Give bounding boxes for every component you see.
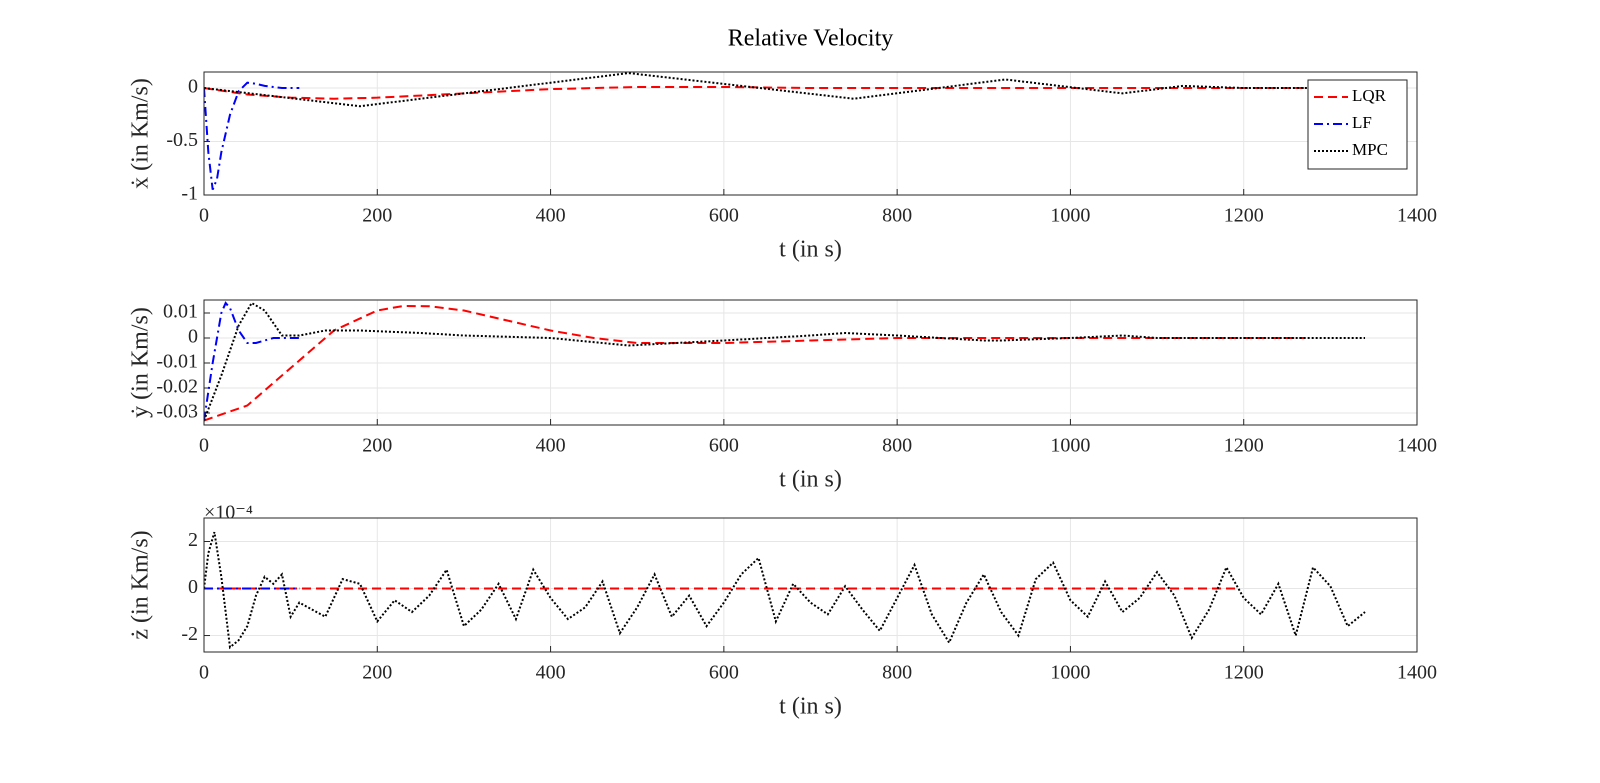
x-tick-label: 1000 xyxy=(1050,435,1090,457)
y-tick-label: -1 xyxy=(181,183,198,205)
y-tick-label: 0 xyxy=(188,576,198,598)
series-line xyxy=(204,531,1366,650)
x-tick-label: 800 xyxy=(882,435,912,457)
axes-frame xyxy=(203,299,1418,426)
x-tick-label: 600 xyxy=(709,435,739,457)
x-tick-label: 600 xyxy=(709,205,739,227)
x-tick-label: 600 xyxy=(709,662,739,684)
y-tick-label: -0.02 xyxy=(156,376,198,398)
y-tick-label: -2 xyxy=(181,623,198,645)
x-tick-label: 1400 xyxy=(1397,662,1437,684)
x-tick-label: 800 xyxy=(882,205,912,227)
y-tick-label: 0 xyxy=(188,76,198,98)
x-tick-label: 1400 xyxy=(1397,205,1437,227)
x-tick-label: 1200 xyxy=(1224,662,1264,684)
series-line xyxy=(204,85,1305,100)
y-axis-label: ż (in Km/s) xyxy=(128,530,154,639)
x-tick-label: 0 xyxy=(199,205,209,227)
x-tick-label: 0 xyxy=(199,662,209,684)
x-tick-label: 200 xyxy=(362,205,392,227)
x-tick-label: 0 xyxy=(199,435,209,457)
y-tick-label: 0 xyxy=(188,326,198,348)
legend-box xyxy=(1307,79,1408,170)
x-tick-label: 1000 xyxy=(1050,205,1090,227)
x-tick-label: 400 xyxy=(536,205,566,227)
x-axis-label: t (in s) xyxy=(779,237,842,263)
x-axis-label: t (in s) xyxy=(779,694,842,720)
x-axis-label: t (in s) xyxy=(779,467,842,493)
legend-label: LQR xyxy=(1352,86,1387,105)
series-line xyxy=(204,81,300,191)
x-tick-label: 200 xyxy=(362,662,392,684)
x-tick-label: 1400 xyxy=(1397,435,1437,457)
axes-frame xyxy=(203,71,1418,196)
y-tick-label: -0.5 xyxy=(166,129,198,151)
y-exponent: ×10⁻⁴ xyxy=(204,502,253,524)
x-tick-label: 1200 xyxy=(1224,205,1264,227)
x-tick-label: 1200 xyxy=(1224,435,1264,457)
y-tick-label: -0.03 xyxy=(156,401,198,423)
x-tick-label: 200 xyxy=(362,435,392,457)
y-tick-label: 2 xyxy=(188,529,198,551)
legend-label: MPC xyxy=(1352,140,1388,159)
axes-frame xyxy=(203,517,1418,653)
x-tick-label: 400 xyxy=(536,662,566,684)
plot-area xyxy=(204,518,1417,652)
x-tick-label: 400 xyxy=(536,435,566,457)
series-line xyxy=(204,301,1366,421)
series-line xyxy=(204,301,300,421)
x-tick-label: 1000 xyxy=(1050,662,1090,684)
y-tick-label: -0.01 xyxy=(156,351,198,373)
chart-title: Relative Velocity xyxy=(728,26,894,52)
y-tick-label: 0.01 xyxy=(163,301,198,323)
x-tick-label: 800 xyxy=(882,662,912,684)
legend-label: LF xyxy=(1352,113,1372,132)
y-axis-label: ẏ (in Km/s) xyxy=(128,307,154,418)
y-axis-label: ẋ (in Km/s) xyxy=(128,78,154,189)
plot-area xyxy=(204,72,1417,195)
